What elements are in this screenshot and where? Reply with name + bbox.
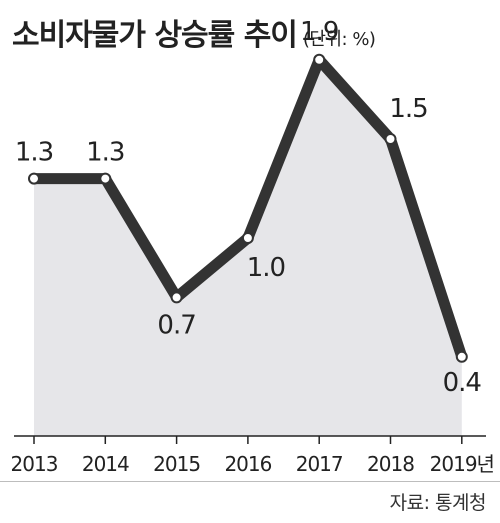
data-label: 0.4 <box>443 368 482 398</box>
x-tick-label: 2017 <box>296 452 343 476</box>
data-label: 1.3 <box>86 138 124 168</box>
area-fill <box>34 59 462 437</box>
x-tick-label: 2014 <box>82 452 129 476</box>
source-text: 자료: 통계청 <box>389 492 487 514</box>
data-point <box>99 172 112 185</box>
data-label: 1.5 <box>389 94 427 124</box>
data-point <box>384 133 397 145</box>
data-label: 1.0 <box>247 253 285 283</box>
data-point <box>241 232 254 244</box>
data-point <box>455 350 468 363</box>
chart-title-row: 소비자물가 상승률 추이 (단위: %) <box>12 10 376 54</box>
x-tick-label: 2015 <box>153 452 200 476</box>
data-label: 1.9 <box>300 17 338 47</box>
source-divider <box>0 481 500 482</box>
data-point <box>313 53 326 66</box>
x-tick-label: 2019년 <box>430 452 494 476</box>
data-label: 1.3 <box>15 138 53 168</box>
chart-title: 소비자물가 상승률 추이 <box>12 18 298 53</box>
data-point <box>28 172 40 185</box>
x-tick-label: 2016 <box>224 452 271 476</box>
x-tick-label: 2018 <box>367 452 414 476</box>
line-chart: 2013 2014 2015 2016 2017 2018 2019년 1.3 1.3 0.7 1.… <box>11 17 495 476</box>
unit-label: (단위: %) <box>302 29 376 50</box>
x-tick-label: 2013 <box>11 452 58 476</box>
data-point <box>170 291 183 304</box>
data-label: 0.7 <box>157 310 195 340</box>
